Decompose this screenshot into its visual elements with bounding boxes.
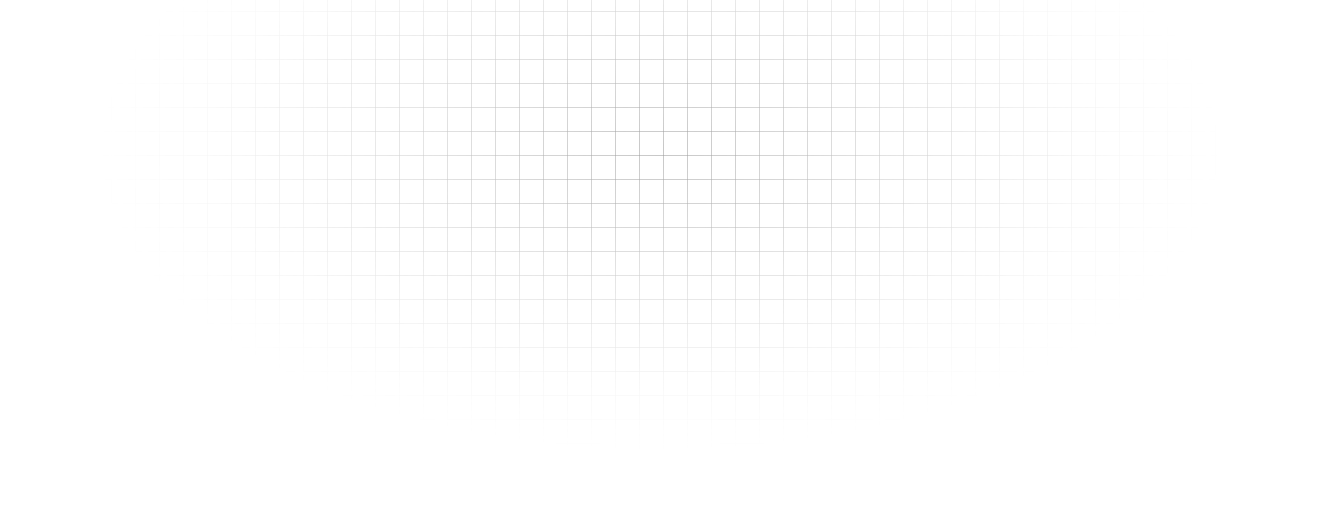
page-canvas <box>0 0 1321 520</box>
background-grid-pattern <box>0 0 1321 520</box>
